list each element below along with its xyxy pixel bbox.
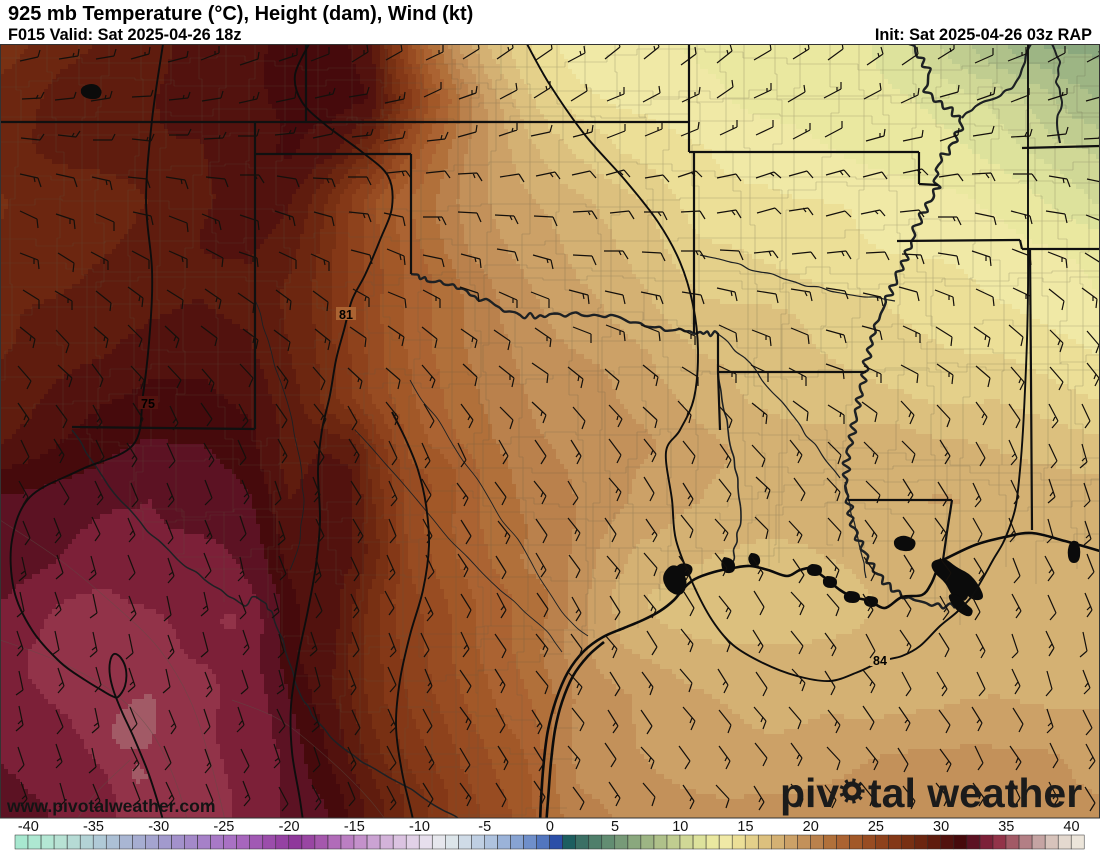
svg-text:-10: -10 xyxy=(409,819,430,835)
svg-text:F015 Valid: Sat 2025-04-26 18z: F015 Valid: Sat 2025-04-26 18z xyxy=(8,26,242,44)
svg-text:-35: -35 xyxy=(83,819,104,835)
svg-text:tal weather: tal weather xyxy=(868,770,1082,816)
svg-text:35: 35 xyxy=(998,819,1014,835)
svg-text:piv: piv xyxy=(780,770,839,816)
svg-text:www.pivotalweather.com: www.pivotalweather.com xyxy=(6,796,216,816)
svg-text:81: 81 xyxy=(339,308,353,322)
svg-text:Init: Sat 2025-04-26 03z RAP: Init: Sat 2025-04-26 03z RAP xyxy=(875,26,1092,44)
svg-text:20: 20 xyxy=(803,819,819,835)
svg-text:30: 30 xyxy=(933,819,949,835)
svg-text:75: 75 xyxy=(141,397,155,411)
svg-text:-40: -40 xyxy=(18,819,39,835)
svg-text:-20: -20 xyxy=(279,819,300,835)
svg-text:-5: -5 xyxy=(478,819,491,835)
svg-text:5: 5 xyxy=(611,819,619,835)
svg-text:15: 15 xyxy=(737,819,753,835)
svg-text:10: 10 xyxy=(672,819,688,835)
svg-text:-15: -15 xyxy=(344,819,365,835)
svg-text:0: 0 xyxy=(546,819,554,835)
svg-text:-25: -25 xyxy=(213,819,234,835)
svg-text:84: 84 xyxy=(873,654,887,668)
svg-text:-30: -30 xyxy=(148,819,169,835)
svg-text:25: 25 xyxy=(868,819,884,835)
svg-text:40: 40 xyxy=(1063,819,1079,835)
svg-text:925 mb Temperature (°C), Heigh: 925 mb Temperature (°C), Height (dam), W… xyxy=(8,3,473,25)
